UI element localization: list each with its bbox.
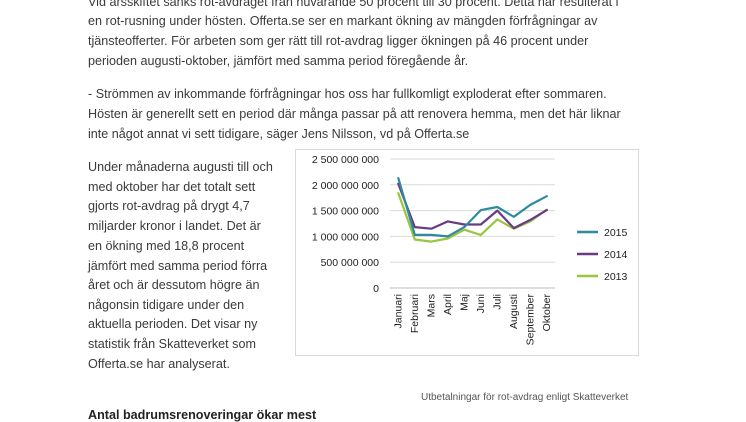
series-line-2014 — [397, 182, 548, 230]
x-tick-label: Augusti — [508, 294, 520, 329]
side-line: aktuella perioden. Det visar ny — [88, 317, 258, 331]
y-tick-label: 2 500 000 000 — [312, 154, 379, 166]
quote-line: Hösten är generellt sett en period där m… — [88, 107, 621, 121]
chart-legend: 2015 2014 2013 — [577, 227, 628, 283]
side-line: en ökning med 18,8 procent — [88, 239, 245, 253]
side-line: miljarder kronor i landet. Det är — [88, 219, 261, 233]
chart-series — [397, 177, 548, 243]
side-line: statistik från Skatteverket som — [88, 337, 256, 351]
series-line-2015 — [397, 177, 548, 238]
chart-gridlines — [390, 158, 555, 289]
intro-line: tjänsteofferter. För arbeten som ger rät… — [88, 34, 589, 48]
intro-line: Vid årsskiftet sänks rot-avdraget från n… — [88, 0, 619, 9]
rot-avdrag-line-chart: 0 500 000 000 1 000 000 000 1 500 000 000 2 … — [295, 149, 639, 356]
intro-line: perioden augusti-oktober, jämfört med sa… — [88, 54, 469, 68]
x-tick-label: September — [524, 294, 536, 346]
y-tick-label: 1 500 000 000 — [312, 206, 379, 218]
side-line: någonsin tidigare under den — [88, 298, 245, 312]
x-tick-label: Januari — [392, 294, 404, 328]
x-tick-label: April — [442, 294, 454, 315]
y-tick-label: 0 — [373, 283, 379, 295]
y-axis-tick-labels: 0 500 000 000 1 000 000 000 1 500 000 000 2 … — [312, 154, 379, 295]
side-line: med oktober har det totalt sett — [88, 180, 256, 194]
legend-label: 2014 — [604, 249, 628, 261]
chart-caption: Utbetalningar för rot-avdrag enligt Skat… — [421, 392, 629, 403]
x-tick-label: Juni — [475, 294, 487, 313]
side-line: året och är dessutom högre än — [88, 278, 260, 292]
section-heading: Antal badrumsrenoveringar ökar mest — [88, 408, 317, 422]
quote-line: - Strömmen av inkommande förfrågningar h… — [88, 87, 607, 101]
y-tick-label: 1 000 000 000 — [312, 231, 379, 243]
x-axis-tick-labels: Januari Februari Mars April Maj Juni Juli Augus… — [392, 294, 553, 346]
y-tick-label: 500 000 000 — [321, 257, 380, 269]
side-line: jämfört med samma period förra — [88, 259, 268, 273]
x-tick-label: Maj — [458, 294, 470, 311]
quote-line: inte något annat vi sett tidigare, säger… — [88, 127, 470, 141]
legend-label: 2013 — [604, 271, 628, 283]
x-tick-label: Mars — [425, 294, 437, 317]
legend-label: 2015 — [604, 227, 628, 239]
y-tick-label: 2 000 000 000 — [312, 180, 379, 192]
x-tick-label: Oktober — [541, 294, 553, 332]
chart-frame — [295, 149, 639, 356]
side-line: Under månaderna augusti till och — [88, 160, 273, 174]
x-tick-label: Juli — [491, 294, 503, 310]
x-tick-label: Februari — [409, 294, 421, 333]
side-line: gjorts rot-avdrag på drygt 4,7 — [88, 199, 250, 213]
intro-line: en rot-rusning under hösten. Offerta.se … — [88, 14, 598, 28]
side-line: Offerta.se har analyserat. — [88, 357, 230, 371]
